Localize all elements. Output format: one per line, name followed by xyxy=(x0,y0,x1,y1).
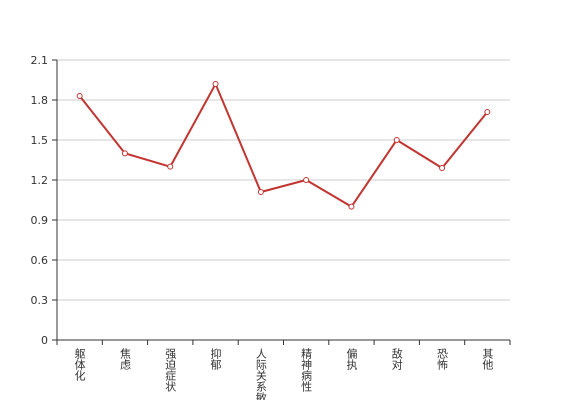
x-tick-label: 躯体化 xyxy=(73,348,86,382)
point xyxy=(257,189,264,195)
line xyxy=(78,81,489,209)
point xyxy=(484,109,491,115)
point xyxy=(303,177,310,183)
y-tick-label: 1.5 xyxy=(31,134,49,147)
point xyxy=(167,163,174,170)
y-tick-label: 0.9 xyxy=(31,214,49,227)
x-tick-label: 敌对 xyxy=(390,347,403,370)
point xyxy=(393,137,400,143)
point xyxy=(76,93,83,99)
point xyxy=(348,203,355,210)
y-tick-label: 1.8 xyxy=(31,94,49,107)
y-tick-label: 1.2 xyxy=(31,174,49,187)
y-tick-label: 0.3 xyxy=(31,294,49,307)
x-tick-label: 其他 xyxy=(481,348,494,370)
x-tick-label: 精神病性 xyxy=(300,348,313,393)
point xyxy=(212,81,219,87)
x-tick-label: 抑郁 xyxy=(209,347,222,370)
y-tick-label: 0.6 xyxy=(31,254,49,267)
point xyxy=(121,150,128,157)
point xyxy=(439,165,446,171)
y-tick-label: 2.1 xyxy=(31,54,49,67)
x-tick-label: 焦虑 xyxy=(118,348,131,370)
x-tick-label: 恐怖 xyxy=(436,348,449,370)
x-tick-label: 强迫症状 xyxy=(164,348,177,392)
x-tick-label: 偏执 xyxy=(345,347,358,371)
y-tick-label: 0 xyxy=(41,334,48,347)
x-tick-label: 人际关系敏感 xyxy=(254,348,267,400)
